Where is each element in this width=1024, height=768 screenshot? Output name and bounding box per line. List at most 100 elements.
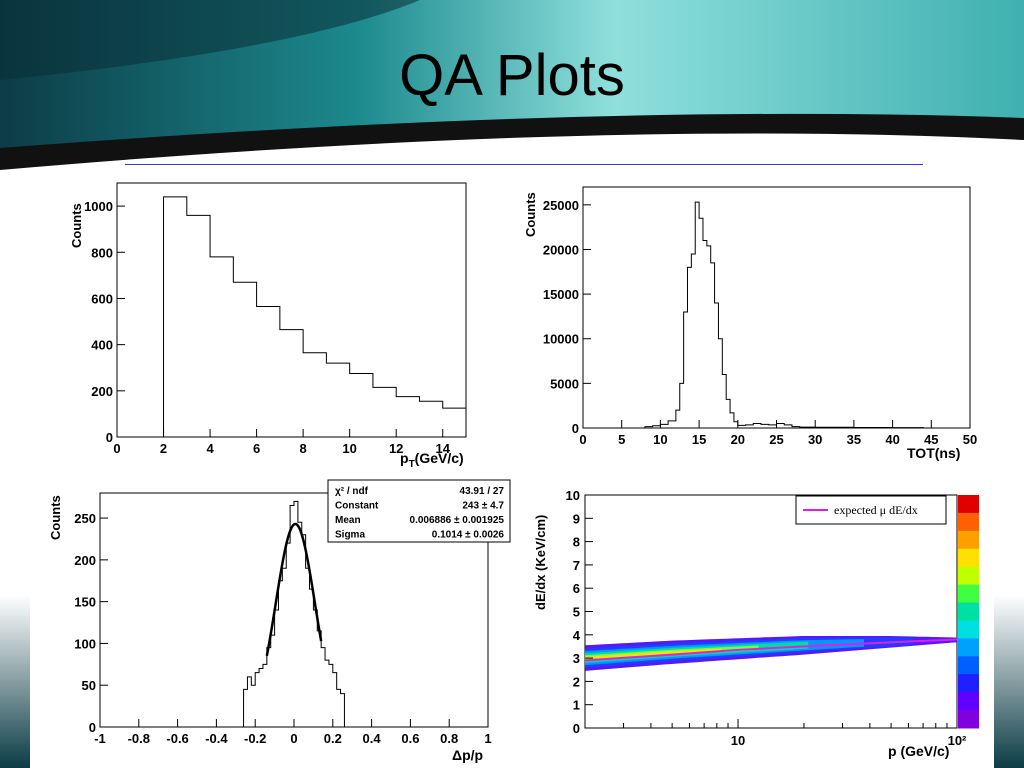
x-tick-label: 30 (808, 432, 822, 447)
y-tick-label: 2 (573, 674, 580, 689)
x-tick-label: 50 (963, 432, 977, 447)
x-tick-label: -0.6 (166, 731, 188, 746)
x-tick-label: 4 (206, 441, 214, 456)
dedx-ylabel: dE/dx (KeV/cm) (533, 515, 548, 610)
stats-value: 243 ± 4.7 (462, 501, 504, 512)
header-banner (0, 0, 1024, 170)
colorbar-swatch (958, 602, 979, 621)
x-tick-label: 8 (300, 441, 307, 456)
x-tick-label: 0 (579, 432, 586, 447)
x-tick-label: 5 (618, 432, 625, 447)
stats-value: 43.91 / 27 (460, 486, 505, 497)
y-tick-label: 800 (91, 245, 113, 260)
dp-bars (243, 500, 345, 727)
dedx-expected-curve (584, 638, 958, 662)
dedx-legend: expected μ dE/dx (795, 495, 947, 525)
y-tick-label: 10 (566, 488, 580, 503)
x-tick-label: -0.8 (128, 731, 150, 746)
slide-title: QA Plots (399, 43, 625, 108)
y-tick-label: 7 (573, 558, 580, 573)
stats-value: 0.1014 ± 0.0026 (432, 530, 505, 541)
expected-dedx-line (584, 638, 958, 662)
dedx-xlabel: p (GeV/c) (888, 743, 949, 759)
tot-bars (583, 201, 925, 429)
dedx-heatmap: 10 10² 0 1 2 3 4 5 6 7 8 9 10 dE/dx (KeV/cm) p (GeV/… (520, 480, 985, 768)
gaussian-fit-curve (265, 522, 323, 657)
colorbar-swatch (958, 656, 979, 675)
stats-label: Mean (335, 515, 361, 526)
y-tick-label: 0 (89, 720, 96, 735)
tot-ylabel: Counts (523, 192, 538, 237)
x-tick-label: 20 (731, 432, 745, 447)
y-tick-label: 100 (74, 636, 96, 651)
y-tick-label: 250 (74, 511, 96, 526)
x-tick-label: 0 (290, 731, 297, 746)
y-tick-label: 3 (573, 651, 580, 666)
y-tick-label: 200 (91, 384, 113, 399)
x-tick-label: 25 (769, 432, 783, 447)
colorbar-swatch (958, 674, 979, 693)
tot-xlabel: TOT(ns) (907, 445, 960, 461)
y-tick-label: 0 (573, 721, 580, 736)
dedx-legend-text: expected μ dE/dx (834, 503, 918, 517)
colorbar-swatch (958, 548, 979, 568)
x-tick-label: 15 (692, 432, 706, 447)
colorbar-swatch (958, 710, 979, 729)
colorbar-swatch (958, 584, 979, 604)
stats-value: 0.006886 ± 0.001925 (410, 515, 505, 526)
dp-ticks: -1 -0.8 -0.6 -0.4 -0.2 0 0.2 0.4 0.6 0.8 1 0 50 100 15… (74, 511, 491, 746)
x-tick-label: -0.2 (244, 731, 266, 746)
dp-xlabel: Δp/p (452, 747, 483, 763)
y-tick-label: 150 (74, 595, 96, 610)
tot-histogram: 0 5 10 15 20 25 30 35 40 45 50 0 5000 10000 15000 20000… (523, 186, 977, 461)
density-layer (585, 648, 722, 660)
x-tick-label: 12 (389, 441, 403, 456)
side-accent-left (0, 595, 30, 768)
y-tick-label: 0 (106, 430, 113, 445)
y-tick-label: 0 (572, 421, 579, 436)
pt-xlabel: pT(GeV/c) (400, 450, 464, 470)
x-tick-label: 0.4 (363, 731, 382, 746)
pt-histogram: 0 2 4 6 8 10 12 14 0 200 400 600 800 1000 Counts pT(G… (69, 182, 467, 470)
pt-ticks: 0 2 4 6 8 10 12 14 0 200 400 600 800 1000 (84, 199, 451, 456)
y-tick-label: 200 (74, 553, 96, 568)
x-tick-label: 10 (653, 432, 667, 447)
colorbar-swatch (958, 495, 979, 514)
pt-xlabel-unit: (GeV/c) (415, 450, 464, 466)
y-tick-label: 4 (573, 628, 581, 643)
histogram-outline (243, 500, 345, 727)
stats-label: χ² / ndf (335, 486, 369, 497)
pt-ylabel: Counts (69, 203, 84, 248)
x-tick-label: 40 (885, 432, 899, 447)
title-divider (125, 164, 923, 165)
side-accent-right (994, 595, 1024, 768)
x-tick-label: -1 (94, 731, 106, 746)
y-tick-label: 400 (91, 338, 113, 353)
x-tick-label: 45 (924, 432, 938, 447)
dedx-ticks: 10 10² 0 1 2 3 4 5 6 7 8 9 10 (566, 488, 968, 748)
y-tick-label: 25000 (543, 198, 579, 213)
dp-ylabel: Counts (48, 495, 63, 540)
y-tick-label: 6 (573, 581, 580, 596)
y-tick-label: 9 (573, 511, 580, 526)
y-tick-label: 1 (573, 698, 580, 713)
x-tick-label: 35 (847, 432, 861, 447)
x-tick-label: 10 (731, 733, 745, 748)
colorbar-swatch (958, 620, 979, 639)
y-tick-label: 5 (573, 605, 580, 620)
histogram-outline (163, 196, 467, 437)
y-tick-label: 8 (573, 535, 580, 550)
x-tick-label: 14 (435, 441, 450, 456)
fit-stats-box: χ² / ndf 43.91 / 27 Constant 243 ± 4.7 Mean 0… (327, 479, 511, 543)
y-tick-label: 600 (91, 291, 113, 306)
x-tick-label: 1 (484, 731, 491, 746)
y-tick-label: 20000 (543, 242, 579, 257)
histogram-outline (583, 201, 925, 429)
tot-ticks: 0 5 10 15 20 25 30 35 40 45 50 0 5000 10000 15000 20000… (543, 198, 977, 447)
x-tick-label: 10 (342, 441, 356, 456)
pt-xlabel-sub: T (409, 459, 415, 470)
x-tick-label: 6 (253, 441, 260, 456)
colorbar-swatch (958, 530, 979, 550)
x-tick-label: 0.6 (401, 731, 419, 746)
x-tick-label: 0.8 (440, 731, 458, 746)
